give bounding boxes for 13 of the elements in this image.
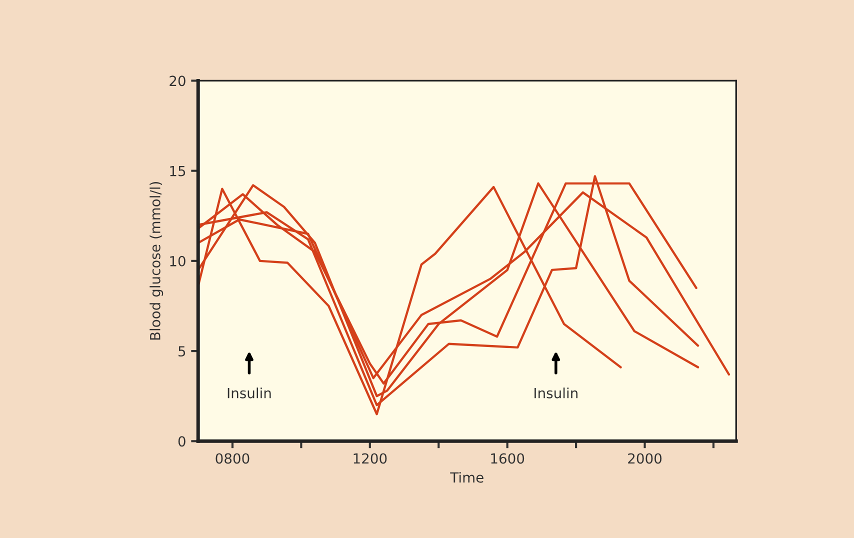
x-tick-label: 1200 [354, 453, 387, 464]
y-axis-title: Blood glucose (mmol/l) [150, 182, 164, 340]
y-tick-label: 5 [178, 346, 186, 357]
x-tick-label: 2000 [628, 453, 662, 464]
y-tick-label: 10 [170, 256, 186, 266]
y-tick-label: 15 [170, 166, 186, 176]
x-axis-title: Time [450, 472, 484, 483]
x-tick-label: 0800 [216, 453, 250, 464]
annotation: Insulin [534, 388, 578, 398]
x-tick-label: 1600 [491, 453, 524, 464]
annotation: Insulin [228, 388, 271, 398]
y-tick-label: 20 [170, 76, 186, 86]
y-tick-label: 0 [178, 436, 186, 447]
